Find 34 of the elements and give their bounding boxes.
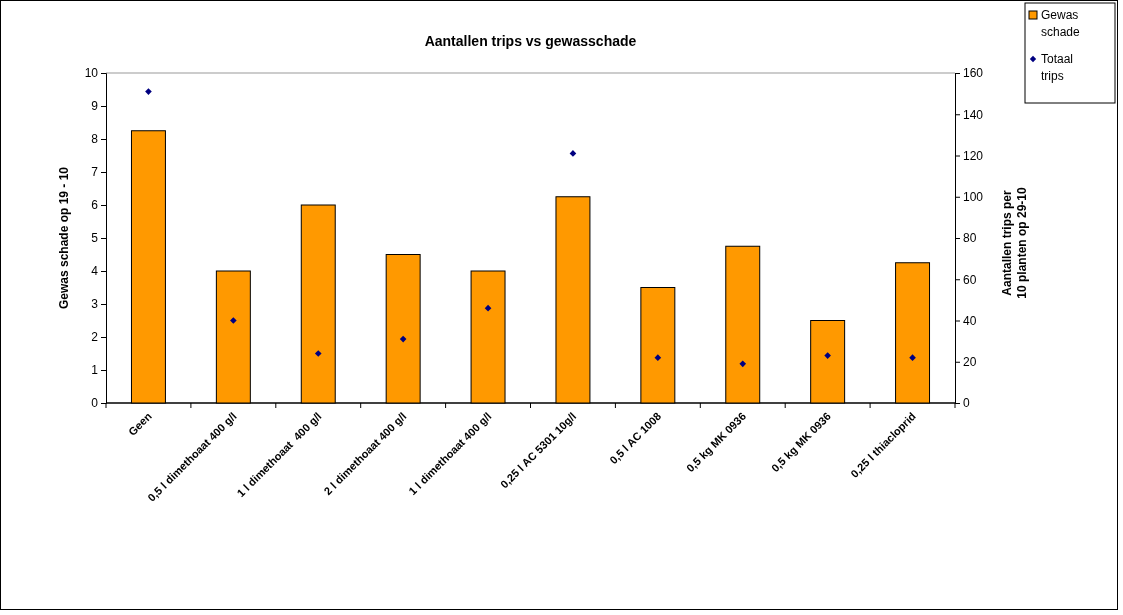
y-axis-title: Gewas schade op 19 - 10 — [57, 166, 71, 310]
point — [824, 352, 831, 359]
y-tick-label: 6 — [91, 198, 99, 213]
y2-tick-label: 0 — [963, 396, 970, 411]
point — [654, 354, 662, 361]
y2-tick-label: 100 — [963, 190, 984, 205]
y2-tick-label: 40 — [963, 313, 977, 328]
legend-label: Totaal trips — [1041, 52, 1074, 83]
y2-axis-title: Aantallen trips per 10 planten op 29-10 — [1000, 186, 1029, 299]
y-tick-label: 8 — [91, 132, 99, 147]
point — [314, 350, 322, 357]
y2-tick-label: 60 — [963, 272, 977, 287]
point — [739, 360, 747, 368]
point — [484, 304, 492, 312]
y2-tick-label: 140 — [963, 107, 984, 122]
y-tick-label: 10 — [84, 66, 99, 81]
y-tick-label: 9 — [91, 99, 99, 114]
y2-tick-label: 80 — [963, 231, 977, 246]
y-tick-label: 5 — [91, 231, 99, 246]
point — [145, 88, 152, 95]
y-tick-label: 3 — [91, 297, 99, 312]
y-tick-label: 2 — [91, 330, 99, 345]
chart-title: Aantallen trips vs gewasschade — [424, 33, 637, 49]
y2-tick-label: 20 — [963, 355, 977, 370]
y-tick-label: 7 — [91, 165, 99, 180]
legend-label: Gewas schade — [1041, 8, 1081, 39]
y2-tick-label: 160 — [963, 66, 984, 81]
y-tick-label: 0 — [91, 396, 99, 411]
point — [230, 317, 237, 324]
point — [909, 354, 916, 361]
y-tick-label: 4 — [91, 264, 99, 279]
y-tick-label: 1 — [91, 363, 99, 378]
point — [399, 335, 407, 343]
y2-tick-label: 120 — [963, 148, 984, 163]
